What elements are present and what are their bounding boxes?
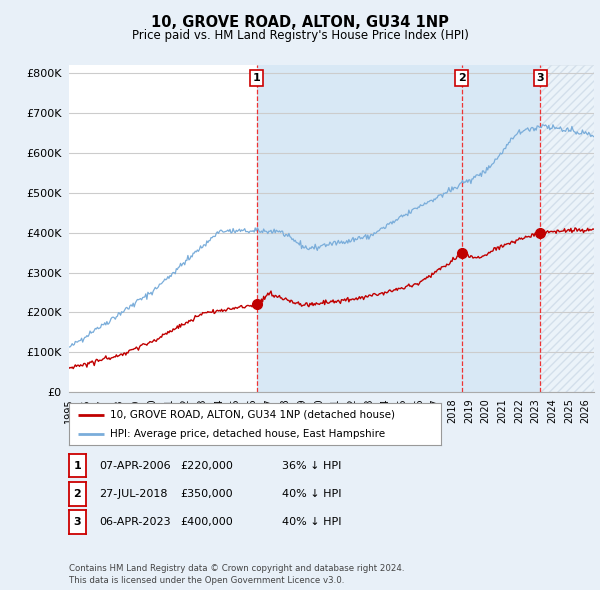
Text: 3: 3 — [536, 73, 544, 83]
Text: 1: 1 — [74, 461, 81, 470]
Text: 3: 3 — [74, 517, 81, 527]
Text: 2: 2 — [74, 489, 81, 499]
Text: 10, GROVE ROAD, ALTON, GU34 1NP: 10, GROVE ROAD, ALTON, GU34 1NP — [151, 15, 449, 30]
Text: 2: 2 — [458, 73, 466, 83]
Text: £220,000: £220,000 — [180, 461, 233, 470]
Text: 40% ↓ HPI: 40% ↓ HPI — [282, 517, 341, 527]
Text: £400,000: £400,000 — [180, 517, 233, 527]
Text: 1: 1 — [253, 73, 261, 83]
Text: 40% ↓ HPI: 40% ↓ HPI — [282, 489, 341, 499]
Text: 27-JUL-2018: 27-JUL-2018 — [99, 489, 167, 499]
Text: Price paid vs. HM Land Registry's House Price Index (HPI): Price paid vs. HM Land Registry's House … — [131, 29, 469, 42]
Text: 36% ↓ HPI: 36% ↓ HPI — [282, 461, 341, 470]
Text: £350,000: £350,000 — [180, 489, 233, 499]
Text: 06-APR-2023: 06-APR-2023 — [99, 517, 170, 527]
Bar — [540, 65, 594, 392]
Text: HPI: Average price, detached house, East Hampshire: HPI: Average price, detached house, East… — [110, 428, 385, 438]
Bar — [257, 65, 540, 392]
Text: Contains HM Land Registry data © Crown copyright and database right 2024.
This d: Contains HM Land Registry data © Crown c… — [69, 565, 404, 585]
Text: 10, GROVE ROAD, ALTON, GU34 1NP (detached house): 10, GROVE ROAD, ALTON, GU34 1NP (detache… — [110, 410, 395, 420]
Text: 07-APR-2006: 07-APR-2006 — [99, 461, 170, 470]
